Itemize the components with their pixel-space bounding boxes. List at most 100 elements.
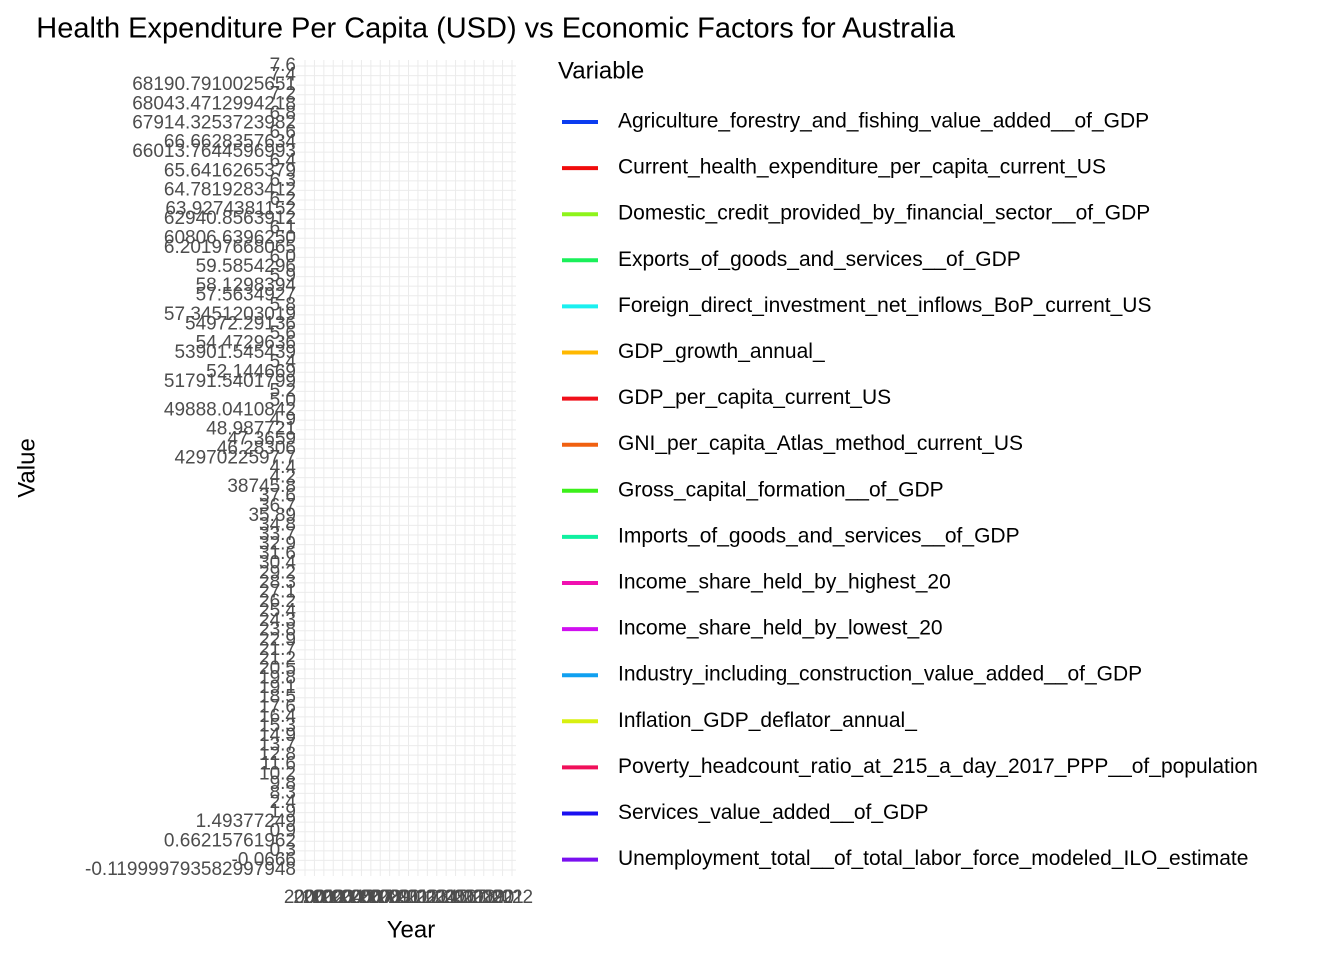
legend-label: Services_value_added__of_GDP — [618, 801, 929, 824]
y-tick-label: 60806.6396250 — [164, 227, 296, 248]
legend-label: GDP_per_capita_current_US — [618, 386, 891, 409]
y-tick-label: 66.6628357634 — [164, 132, 297, 153]
y-tick-label: -0.0666 — [232, 849, 296, 870]
y-tick-label: 9.8 — [270, 773, 296, 794]
x-tick-label: 2008 — [359, 887, 401, 908]
chart-title: Health Expenditure Per Capita (USD) vs E… — [36, 13, 956, 45]
y-tick-label: -0.119999793582997948 — [85, 859, 296, 880]
legend-label: Imports_of_goods_and_services__of_GDP — [618, 524, 1020, 547]
y-tick-label: 57.5634927 — [196, 285, 296, 306]
legend-label: Industry_including_construction_value_ad… — [618, 663, 1142, 686]
y-tick-label: 6.2 — [270, 189, 296, 210]
y-tick-label: 13.7 — [259, 735, 296, 756]
x-tick-label: 2020 — [472, 887, 514, 908]
y-tick-label: 7.4 — [270, 65, 297, 86]
y-tick-label: 4.2 — [270, 467, 296, 488]
y-tick-label: 31.6 — [259, 543, 296, 564]
y-tick-label: 20.5 — [259, 658, 296, 679]
legend-label: Income_share_held_by_highest_20 — [618, 571, 951, 594]
y-tick-label: 49888.0410842 — [164, 400, 296, 421]
y-tick-label: 53901.545439 — [174, 342, 296, 363]
y-tick-label: 36.7 — [259, 495, 296, 516]
legend-label: Income_share_held_by_lowest_20 — [618, 617, 943, 640]
y-tick-label: 0.9 — [270, 821, 296, 842]
legend-title: Variable — [558, 57, 644, 84]
y-tick-label: 1.9 — [270, 802, 296, 823]
y-tick-label: 33.7 — [259, 524, 296, 545]
y-tick-label: 57.3451203019 — [164, 304, 296, 325]
y-tick-label: 52.144669 — [206, 361, 296, 382]
y-tick-label: 54972.29136 — [185, 313, 296, 334]
y-tick-label: 59.5854296 — [196, 256, 296, 277]
x-tick-label: 2013 — [406, 887, 448, 908]
y-tick-label: 28.3 — [259, 572, 296, 593]
y-tick-label: 10.2 — [259, 763, 296, 784]
legend-label: GDP_growth_annual_ — [618, 340, 825, 363]
y-tick-label: 68043.4712994218 — [132, 93, 296, 114]
legend-label: Domestic_credit_provided_by_financial_se… — [618, 202, 1150, 225]
y-tick-label: 21.2 — [259, 648, 296, 669]
y-tick-label: 67914.3253723982 — [132, 112, 296, 133]
y-tick-label: 5.0 — [270, 390, 296, 411]
y-tick-label: 0.3 — [270, 840, 296, 861]
legend-label: Current_health_expenditure_per_capita_cu… — [618, 156, 1106, 179]
y-tick-label: 2.4 — [270, 792, 297, 813]
y-tick-label: 8.3 — [270, 782, 296, 803]
legend-label: Foreign_direct_investment_net_inflows_Bo… — [618, 294, 1151, 317]
y-tick-label: 7.6 — [270, 55, 296, 76]
y-tick-label: 68190.7910025651 — [132, 74, 296, 95]
x-tick-label: 2010 — [378, 887, 420, 908]
x-tick-label: 2019 — [463, 887, 505, 908]
y-tick-label: 6.20197668065 — [164, 237, 296, 258]
y-tick-label: 1.49377249 — [196, 811, 296, 832]
y-tick-label: 11.6 — [260, 754, 296, 775]
legend-label: Agriculture_forestry_and_fishing_value_a… — [618, 110, 1149, 133]
x-tick-label: 2011 — [388, 887, 429, 908]
y-tick-label: 35.89 — [248, 505, 296, 526]
x-tick-label: 2022 — [491, 887, 533, 908]
y-tick-label: 12.8 — [259, 744, 296, 765]
y-tick-label: 14.9 — [259, 725, 296, 746]
y-tick-label: 34.8 — [259, 514, 296, 535]
x-tick-label: 2015 — [425, 887, 467, 908]
y-tick-label: 48.987721 — [206, 419, 296, 440]
y-tick-label: 32.9 — [259, 534, 296, 555]
y-tick-label: 5.6 — [270, 323, 296, 344]
y-tick-label: 7.2 — [270, 84, 296, 105]
x-tick-label: 2004 — [321, 887, 364, 908]
y-tick-label: 4297022597.7 — [174, 447, 296, 468]
y-tick-label: 18.5 — [259, 687, 296, 708]
y-tick-label: 26.2 — [259, 591, 296, 612]
x-tick-label: 2007 — [350, 887, 392, 908]
y-tick-label: 4.9 — [270, 409, 296, 430]
y-tick-label: 66013.7644596993 — [132, 141, 296, 162]
y-tick-label: 6.0 — [270, 246, 296, 267]
y-tick-label: 29.2 — [259, 562, 296, 583]
y-tick-label: 54.4729636 — [196, 333, 296, 354]
x-tick-label: 2017 — [444, 887, 486, 908]
y-tick-label: 25.4 — [259, 601, 296, 622]
y-tick-label: 5.8 — [270, 294, 296, 315]
x-tick-label: 2006 — [340, 887, 382, 908]
legend-label: Unemployment_total__of_total_labor_force… — [618, 847, 1248, 870]
y-tick-label: 6.3 — [270, 170, 296, 191]
x-tick-label: 2002 — [303, 887, 345, 908]
y-tick-label: 63.9274381152 — [165, 199, 296, 220]
y-tick-label: 5.2 — [270, 380, 296, 401]
y-tick-label: 4.4 — [270, 457, 297, 478]
legend-label: Exports_of_goods_and_services__of_GDP — [618, 248, 1021, 271]
x-axis-title: Year — [387, 916, 436, 943]
y-tick-label: 30.4 — [259, 553, 296, 574]
x-tick-label: 2009 — [369, 887, 411, 908]
legend-label: Gross_capital_formation__of_GDP — [618, 478, 944, 501]
x-tick-label: 2005 — [331, 887, 373, 908]
y-tick-label: 47.3659 — [227, 428, 296, 449]
y-tick-label: 22.9 — [259, 629, 296, 650]
y-tick-label: 5.9 — [270, 266, 296, 287]
x-tick-label: 2012 — [397, 887, 439, 908]
y-tick-label: 58.1298394 — [196, 275, 297, 296]
legend-label: Inflation_GDP_deflator_annual_ — [618, 709, 917, 732]
y-tick-label: 6.4 — [270, 151, 297, 172]
